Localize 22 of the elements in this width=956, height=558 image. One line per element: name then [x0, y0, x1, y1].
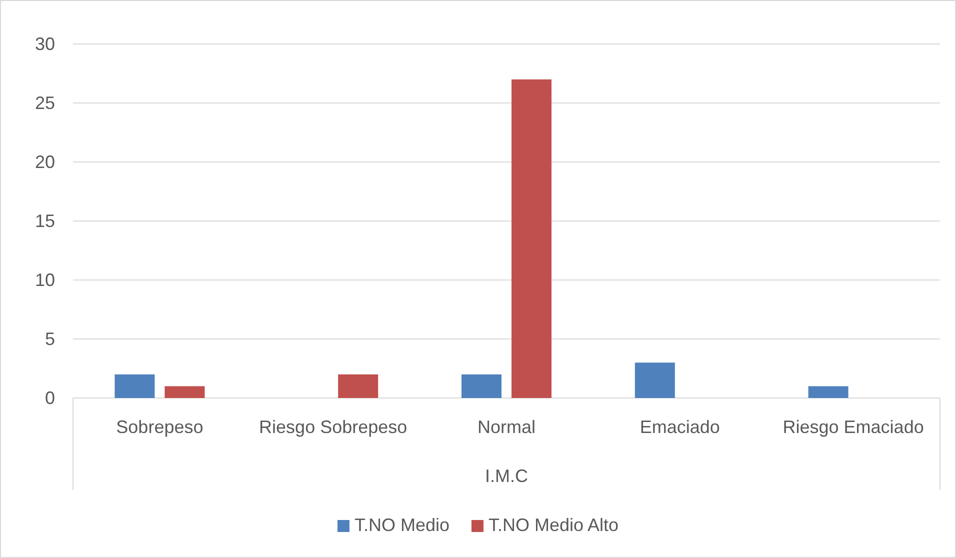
y-tick-label: 0 — [44, 388, 55, 408]
y-tick-label: 15 — [34, 210, 55, 231]
legend-label: T.NO Medio Alto — [488, 515, 619, 535]
bar — [462, 374, 502, 398]
x-tick-label: Normal — [477, 416, 536, 437]
x-tick-label: Riesgo Sobrepeso — [259, 416, 408, 437]
bar — [512, 79, 552, 398]
y-tick-label: 5 — [44, 328, 55, 349]
bar — [338, 374, 378, 398]
legend-label: T.NO Medio — [354, 515, 450, 535]
x-axis-title: I.M.C — [485, 466, 528, 486]
bar — [808, 386, 848, 398]
bar — [114, 374, 155, 398]
x-tick-label: Emaciado — [640, 416, 720, 437]
y-tick-label: 30 — [34, 34, 55, 54]
y-tick-label: 20 — [34, 152, 55, 172]
y-tick-label: 25 — [34, 92, 55, 113]
x-tick-label: Riesgo Emaciado — [782, 416, 924, 437]
x-tick-label: Sobrepeso — [116, 416, 204, 437]
bar — [164, 386, 205, 398]
y-tick-label: 10 — [34, 270, 55, 290]
bar — [634, 362, 675, 398]
